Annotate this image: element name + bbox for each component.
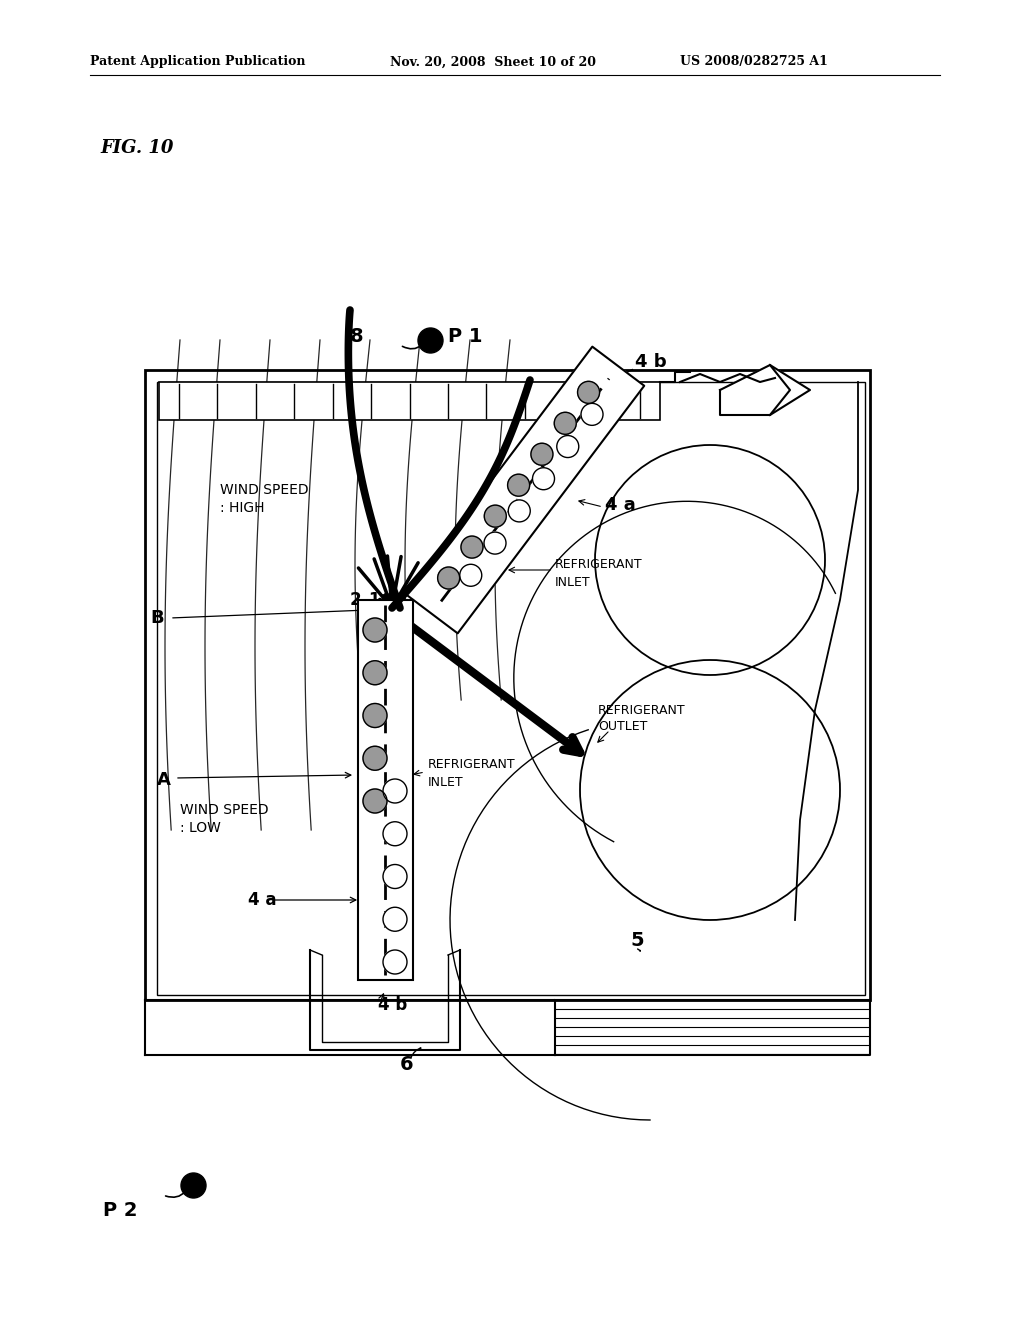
Text: REFRIGERANT: REFRIGERANT bbox=[555, 558, 643, 572]
Bar bbox=[159, 381, 660, 420]
Text: 8: 8 bbox=[350, 327, 364, 346]
Circle shape bbox=[557, 436, 579, 458]
Text: 4 b: 4 b bbox=[378, 997, 408, 1014]
Circle shape bbox=[578, 381, 600, 404]
Text: 1: 1 bbox=[368, 591, 380, 609]
Text: INLET: INLET bbox=[428, 776, 464, 788]
Circle shape bbox=[362, 746, 387, 771]
Text: P 1: P 1 bbox=[449, 326, 482, 346]
Text: A: A bbox=[157, 771, 171, 789]
Text: 5: 5 bbox=[630, 931, 644, 949]
Circle shape bbox=[530, 444, 553, 465]
Text: 4 a: 4 a bbox=[605, 496, 636, 513]
Circle shape bbox=[383, 779, 407, 803]
Circle shape bbox=[508, 500, 530, 521]
Circle shape bbox=[362, 618, 387, 642]
Text: REFRIGERANT: REFRIGERANT bbox=[598, 704, 686, 717]
FancyArrowPatch shape bbox=[402, 345, 422, 348]
Text: OUTLET: OUTLET bbox=[598, 721, 647, 734]
Text: Patent Application Publication: Patent Application Publication bbox=[90, 55, 305, 69]
FancyArrowPatch shape bbox=[411, 1048, 421, 1057]
Circle shape bbox=[484, 532, 506, 554]
FancyArrowPatch shape bbox=[638, 949, 640, 950]
Circle shape bbox=[383, 950, 407, 974]
Text: REFRIGERANT: REFRIGERANT bbox=[428, 759, 516, 771]
Circle shape bbox=[362, 704, 387, 727]
Circle shape bbox=[437, 568, 460, 589]
Text: FIG. 10: FIG. 10 bbox=[100, 139, 173, 157]
Circle shape bbox=[460, 564, 481, 586]
Text: 2: 2 bbox=[350, 591, 361, 609]
Text: B: B bbox=[150, 609, 164, 627]
Polygon shape bbox=[770, 366, 810, 414]
Text: 4 a: 4 a bbox=[248, 891, 276, 909]
Circle shape bbox=[581, 404, 603, 425]
Circle shape bbox=[383, 822, 407, 846]
Circle shape bbox=[532, 467, 555, 490]
Circle shape bbox=[383, 907, 407, 931]
Text: WIND SPEED: WIND SPEED bbox=[220, 483, 308, 498]
Circle shape bbox=[554, 412, 577, 434]
Text: : LOW: : LOW bbox=[180, 821, 221, 836]
Text: US 2008/0282725 A1: US 2008/0282725 A1 bbox=[680, 55, 827, 69]
Text: WIND SPEED: WIND SPEED bbox=[180, 803, 268, 817]
Circle shape bbox=[362, 661, 387, 685]
Circle shape bbox=[484, 506, 506, 527]
Polygon shape bbox=[720, 366, 790, 414]
Text: INLET: INLET bbox=[555, 576, 591, 589]
Circle shape bbox=[461, 536, 483, 558]
Text: : HIGH: : HIGH bbox=[220, 502, 264, 515]
Bar bbox=[157, 381, 865, 995]
Circle shape bbox=[383, 865, 407, 888]
Text: P 2: P 2 bbox=[103, 1200, 137, 1220]
FancyArrowPatch shape bbox=[166, 1192, 185, 1197]
Bar bbox=[357, 601, 413, 979]
Bar bbox=[145, 370, 870, 1001]
Text: 6: 6 bbox=[400, 1056, 414, 1074]
Text: 4 b: 4 b bbox=[635, 352, 667, 371]
Circle shape bbox=[508, 474, 529, 496]
Polygon shape bbox=[406, 347, 644, 634]
Text: Nov. 20, 2008  Sheet 10 of 20: Nov. 20, 2008 Sheet 10 of 20 bbox=[390, 55, 596, 69]
Circle shape bbox=[362, 789, 387, 813]
